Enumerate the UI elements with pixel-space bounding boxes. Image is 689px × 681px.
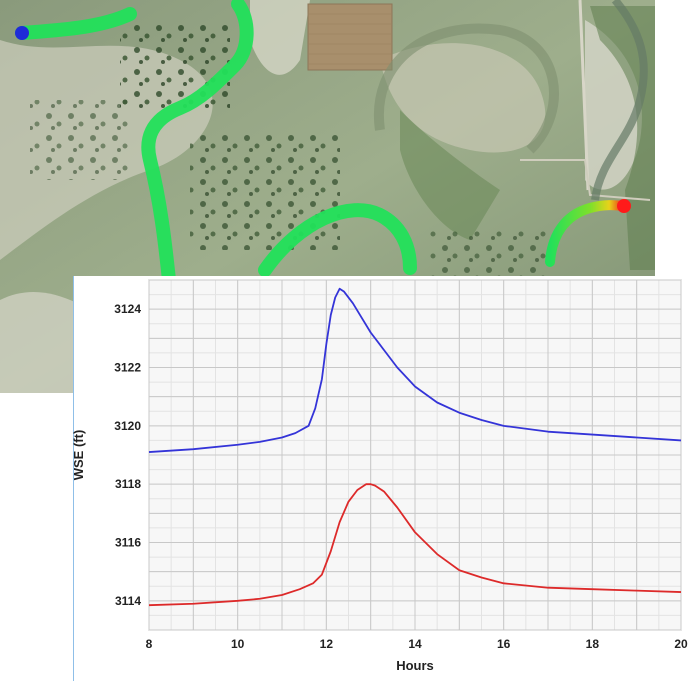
grid-major: [148, 279, 682, 631]
field-east: [590, 6, 655, 270]
x-axis-ticks: 8 10 12 14 16 18 20: [146, 637, 688, 651]
series-line-2: [148, 483, 682, 607]
side-channel: [591, 0, 648, 201]
wse-chart: 8 10 12 14 16 18 20 3114 3116 3118 3120 3122 3124 H…: [73, 276, 689, 681]
river-upstream-reach: [15, 0, 417, 297]
road: [578, 0, 590, 191]
aerial-map: [0, 0, 655, 393]
downstream-marker[interactable]: [617, 199, 631, 213]
trees-center: [190, 130, 340, 250]
x-axis-title: Hours: [396, 658, 434, 673]
y-tick-label: 3114: [115, 594, 141, 608]
x-tick-label: 20: [674, 637, 688, 651]
sand-area-meander: [380, 43, 546, 153]
river-downstream-reach: [545, 200, 629, 267]
upstream-marker[interactable]: [15, 26, 29, 40]
y-axis-title: WSE (ft): [73, 430, 86, 481]
crop-rows: [308, 13, 392, 65]
meander-scar: [373, 23, 559, 154]
x-tick-label: 18: [586, 637, 600, 651]
field-center: [400, 110, 500, 240]
trees-north: [120, 20, 230, 110]
series-group: [148, 287, 682, 607]
aerial-map-image: [0, 0, 655, 393]
x-tick-label: 12: [320, 637, 334, 651]
x-tick-label: 14: [408, 637, 422, 651]
y-axis-ticks: 3114 3116 3118 3120 3122 3124: [114, 302, 141, 608]
y-tick-label: 3118: [115, 477, 141, 491]
road-east: [520, 159, 651, 201]
x-tick-label: 8: [146, 637, 153, 651]
y-tick-label: 3116: [115, 536, 141, 550]
y-tick-label: 3120: [114, 419, 141, 433]
trees-west: [30, 100, 130, 180]
y-tick-label: 3122: [114, 361, 141, 375]
series-line-1: [148, 287, 682, 453]
sand-area-north: [250, 0, 310, 75]
crop-field: [307, 3, 393, 71]
x-tick-label: 16: [497, 637, 511, 651]
wse-chart-panel: 8 10 12 14 16 18 20 3114 3116 3118 3120 3122 3124 H…: [73, 276, 689, 681]
y-tick-label: 3124: [114, 302, 141, 316]
x-tick-label: 10: [231, 637, 245, 651]
